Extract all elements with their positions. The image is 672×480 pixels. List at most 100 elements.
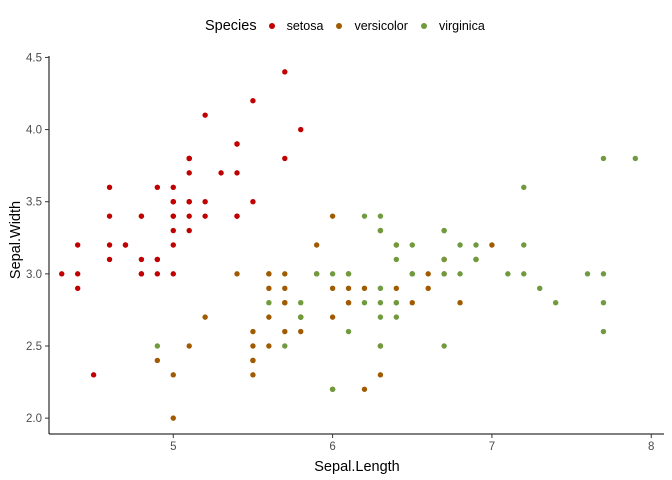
point-virginica xyxy=(505,271,511,277)
point-setosa xyxy=(282,69,288,75)
point-setosa xyxy=(106,213,113,219)
point-versicolor xyxy=(282,285,288,291)
point-virginica xyxy=(632,155,639,162)
point-setosa xyxy=(59,271,65,277)
point-virginica xyxy=(298,314,304,320)
legend-title: Species xyxy=(205,18,257,34)
point-versicolor xyxy=(282,300,288,306)
point-versicolor xyxy=(409,300,415,306)
point-versicolor xyxy=(186,343,192,349)
point-virginica xyxy=(441,256,447,263)
point-virginica xyxy=(473,256,479,263)
point-virginica xyxy=(409,271,415,277)
legend-dot-virginica xyxy=(420,23,427,29)
point-virginica xyxy=(313,271,320,277)
point-setosa xyxy=(106,242,113,248)
point-setosa xyxy=(170,271,176,277)
point-virginica xyxy=(329,386,336,392)
point-virginica xyxy=(393,242,400,248)
point-setosa xyxy=(106,184,113,190)
point-versicolor xyxy=(329,314,336,320)
y-tick-label: 4.0 xyxy=(26,125,42,137)
point-virginica xyxy=(441,343,447,349)
point-virginica xyxy=(361,213,368,219)
point-virginica xyxy=(361,300,368,306)
point-versicolor xyxy=(425,271,431,277)
point-setosa xyxy=(186,170,192,176)
point-setosa xyxy=(90,372,97,378)
point-virginica xyxy=(521,184,527,190)
point-virginica xyxy=(377,227,384,234)
point-versicolor xyxy=(170,415,176,421)
point-setosa xyxy=(138,271,145,277)
point-versicolor xyxy=(329,285,336,291)
point-setosa xyxy=(106,256,113,263)
point-virginica xyxy=(457,242,463,248)
point-virginica xyxy=(377,314,384,320)
y-tick-label: 4.5 xyxy=(26,52,42,64)
y-axis-label: Sepal.Width xyxy=(8,201,24,279)
point-virginica xyxy=(473,242,479,248)
point-virginica xyxy=(584,271,591,277)
point-versicolor xyxy=(266,343,272,349)
series-versicolor xyxy=(154,213,495,421)
point-versicolor xyxy=(266,271,272,277)
y-tick-label: 2.0 xyxy=(26,413,42,425)
point-setosa xyxy=(170,213,176,219)
point-virginica xyxy=(600,300,607,306)
point-setosa xyxy=(186,213,192,219)
y-tick-label: 2.5 xyxy=(26,341,42,353)
point-setosa xyxy=(170,227,176,234)
point-versicolor xyxy=(361,285,368,291)
point-virginica xyxy=(537,285,543,291)
point-setosa xyxy=(234,170,240,176)
point-versicolor xyxy=(234,271,240,277)
point-setosa xyxy=(202,213,208,219)
x-tick-label: 7 xyxy=(489,441,495,453)
point-virginica xyxy=(409,242,415,248)
point-virginica xyxy=(298,300,304,306)
point-virginica xyxy=(521,271,527,277)
point-versicolor xyxy=(298,328,304,335)
point-setosa xyxy=(122,242,129,248)
point-setosa xyxy=(74,285,81,291)
point-setosa xyxy=(250,98,256,104)
x-tick-label: 8 xyxy=(648,441,654,453)
point-setosa xyxy=(250,199,256,205)
point-virginica xyxy=(393,314,400,320)
point-virginica xyxy=(600,271,607,277)
point-versicolor xyxy=(489,242,495,248)
point-setosa xyxy=(154,271,161,277)
legend-item-virginica: virginica xyxy=(420,19,485,33)
point-virginica xyxy=(266,300,272,306)
point-versicolor xyxy=(393,285,400,291)
point-virginica xyxy=(393,256,400,263)
point-versicolor xyxy=(266,314,272,320)
point-virginica xyxy=(377,343,384,349)
point-setosa xyxy=(170,242,176,248)
y-tick-label: 3.0 xyxy=(26,269,42,281)
legend-item-setosa: setosa xyxy=(268,19,323,33)
point-setosa xyxy=(74,271,81,277)
point-setosa xyxy=(138,213,145,219)
point-versicolor xyxy=(345,300,352,306)
x-tick-label: 5 xyxy=(170,441,176,453)
point-setosa xyxy=(282,155,288,162)
axes: 5 6 7 8 2.0 2.5 3.0 3.5 4.0 4.5 xyxy=(26,52,664,453)
point-setosa xyxy=(170,199,176,205)
legend-label-virginica: virginica xyxy=(438,19,485,33)
point-setosa xyxy=(234,141,240,147)
point-virginica xyxy=(393,300,400,306)
point-versicolor xyxy=(250,343,256,349)
point-virginica xyxy=(552,300,559,306)
point-virginica xyxy=(345,271,352,277)
point-virginica xyxy=(441,271,447,277)
point-versicolor xyxy=(345,285,352,291)
point-versicolor xyxy=(154,357,161,364)
point-virginica xyxy=(282,343,288,349)
point-virginica xyxy=(154,343,161,349)
point-versicolor xyxy=(250,357,256,364)
point-setosa xyxy=(218,170,224,176)
point-versicolor xyxy=(202,314,208,320)
